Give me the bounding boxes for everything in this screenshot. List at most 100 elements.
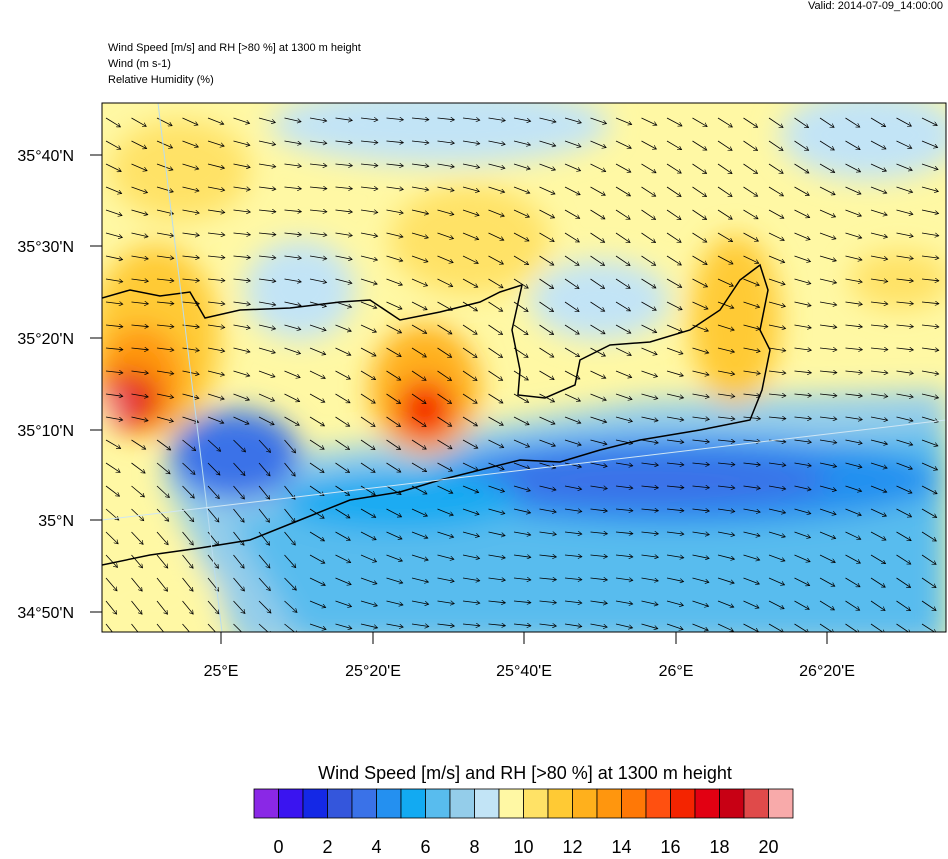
wind-arrow bbox=[845, 140, 861, 150]
lat-label: 35°N bbox=[38, 513, 74, 530]
wind-arrow bbox=[284, 278, 302, 282]
wind-arrow bbox=[131, 209, 148, 215]
wind-arrow bbox=[360, 462, 375, 472]
colorbar-swatch bbox=[351, 788, 377, 819]
wind-arrow bbox=[258, 210, 276, 212]
wind-arrow bbox=[692, 117, 708, 127]
wind-arrow bbox=[921, 485, 937, 494]
wind-arrow bbox=[666, 577, 684, 582]
wind-arrow bbox=[743, 163, 758, 174]
wind-arrow bbox=[156, 600, 168, 614]
wind-arrow bbox=[743, 623, 759, 632]
wind-arrow bbox=[156, 508, 169, 521]
wind-arrow bbox=[335, 508, 350, 519]
wind-arrow bbox=[564, 370, 580, 379]
wind-arrow bbox=[590, 255, 605, 266]
wind-arrow bbox=[360, 439, 375, 450]
wind-arrow bbox=[386, 324, 402, 333]
wind-arrow bbox=[360, 255, 377, 260]
wind-arrow bbox=[692, 417, 710, 419]
wind-arrow bbox=[768, 232, 784, 240]
wind-arrow bbox=[411, 508, 427, 516]
wind-arrow bbox=[743, 232, 759, 241]
wind-arrow bbox=[131, 371, 149, 373]
wind-arrow bbox=[386, 141, 404, 143]
wind-arrow bbox=[105, 186, 122, 194]
wind-arrow bbox=[539, 278, 554, 288]
wind-arrow bbox=[131, 255, 149, 259]
wind-arrow bbox=[182, 623, 190, 632]
wind-arrow bbox=[717, 255, 733, 264]
wind-arrow bbox=[743, 301, 760, 307]
wind-arrow bbox=[411, 462, 427, 473]
wind-arrow bbox=[794, 278, 811, 284]
wind-arrow bbox=[182, 117, 198, 125]
wind-arrow bbox=[692, 509, 710, 511]
wind-arrow bbox=[845, 577, 861, 588]
wind-arrow bbox=[437, 186, 455, 191]
wind-arrow bbox=[615, 232, 630, 243]
wind-arrow bbox=[105, 439, 121, 449]
wind-arrow bbox=[360, 370, 376, 381]
wind-arrow bbox=[233, 577, 245, 591]
wind-arrow bbox=[131, 348, 149, 350]
wind-arrow bbox=[921, 186, 938, 191]
wind-arrow bbox=[539, 209, 555, 218]
wind-arrow bbox=[105, 554, 118, 567]
header-line: Wind Speed [m/s] and RH [>80 %] at 1300 … bbox=[108, 42, 361, 54]
colorbar-swatch bbox=[694, 788, 720, 819]
wind-arrow bbox=[462, 324, 477, 334]
wind-arrow bbox=[590, 601, 608, 603]
wind-arrow bbox=[590, 509, 608, 511]
wind-arrow bbox=[615, 532, 633, 534]
wind-arrow bbox=[105, 600, 117, 614]
wind-arrow bbox=[335, 347, 351, 355]
wind-arrow bbox=[488, 624, 506, 626]
wind-arrow bbox=[819, 278, 837, 283]
wind-arrow bbox=[386, 347, 402, 357]
wind-arrow bbox=[411, 324, 427, 333]
wind-arrow bbox=[335, 577, 352, 585]
wind-arrow bbox=[105, 531, 118, 544]
wind-arrow bbox=[870, 325, 888, 327]
wind-arrow bbox=[309, 416, 324, 427]
wind-arrow bbox=[819, 394, 837, 396]
wind-arrow bbox=[105, 302, 123, 304]
wind-arrow bbox=[717, 509, 735, 512]
wind-arrow bbox=[411, 301, 427, 310]
wind-arrow bbox=[717, 163, 732, 174]
wind-arrow bbox=[462, 301, 477, 312]
wind-arrow bbox=[870, 531, 886, 540]
colorbar-swatch bbox=[621, 788, 647, 819]
wind-arrow bbox=[743, 531, 761, 536]
wind-arrow bbox=[233, 439, 246, 452]
wind-arrow bbox=[641, 140, 657, 149]
wind-arrow bbox=[896, 371, 914, 373]
wind-arrow bbox=[845, 255, 863, 260]
wind-arrow bbox=[437, 278, 453, 287]
wind-arrow bbox=[488, 232, 504, 240]
wind-arrow bbox=[794, 255, 811, 262]
wind-arrow bbox=[921, 232, 939, 236]
wind-arrow bbox=[666, 486, 684, 488]
wind-arrow bbox=[488, 508, 505, 514]
wind-arrow bbox=[156, 256, 174, 258]
wind-arrow bbox=[386, 301, 403, 309]
wind-arrow bbox=[641, 509, 659, 511]
wind-arrow bbox=[794, 394, 812, 396]
wind-arrow bbox=[513, 117, 531, 121]
wind-arrow bbox=[641, 117, 657, 125]
wind-arrow bbox=[488, 301, 503, 311]
wind-arrow bbox=[692, 600, 709, 606]
wind-arrow bbox=[284, 187, 302, 189]
wind-arrow bbox=[717, 486, 735, 488]
wind-arrow bbox=[105, 232, 122, 238]
wind-arrow bbox=[258, 485, 270, 499]
wind-arrow bbox=[921, 140, 938, 148]
wind-arrow bbox=[666, 163, 681, 173]
wind-arrow bbox=[768, 463, 786, 465]
wind-arrow bbox=[182, 393, 199, 398]
wind-arrow bbox=[564, 509, 582, 512]
wind-arrow bbox=[207, 370, 224, 375]
wind-arrow bbox=[590, 278, 605, 289]
